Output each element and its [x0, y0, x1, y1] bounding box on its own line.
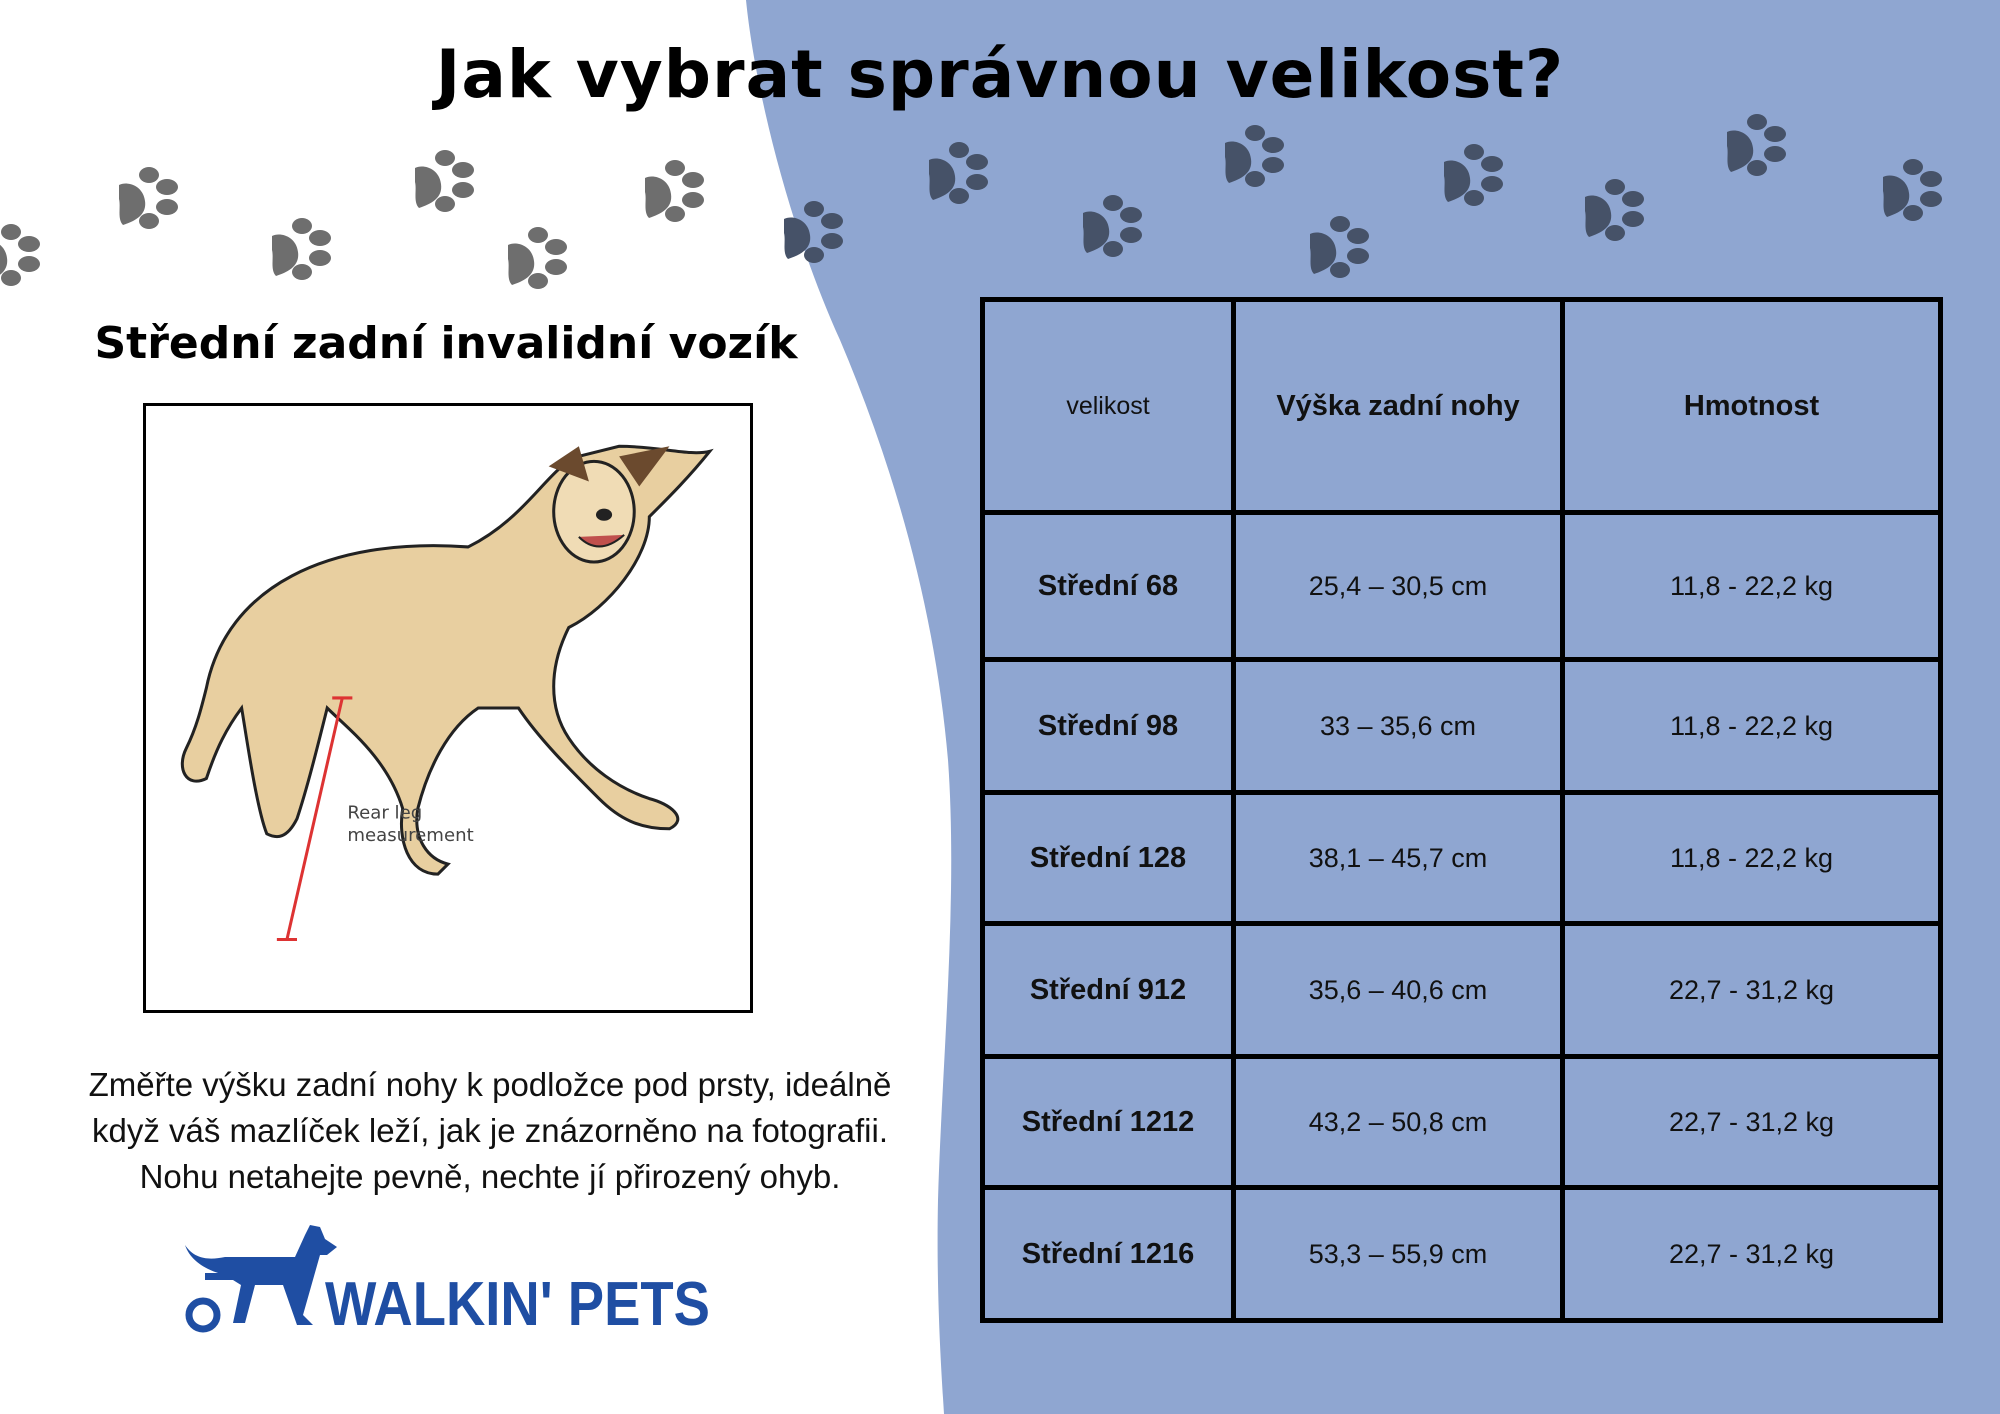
size-cell: Střední 128 — [980, 790, 1236, 926]
header-size: velikost — [980, 297, 1236, 515]
measurement-line — [285, 697, 344, 940]
paw-print-icon — [1585, 179, 1644, 241]
leg-height-cell: 43,2 – 50,8 cm — [1231, 1054, 1565, 1190]
paw-print-icon — [1083, 195, 1142, 257]
table-row: Střední 98 33 – 35,6 cm 11,8 - 22,2 kg — [980, 657, 1943, 795]
weight-cell: 22,7 - 31,2 kg — [1560, 921, 1943, 1059]
weight-cell: 11,8 - 22,2 kg — [1560, 510, 1943, 662]
size-cell: Střední 912 — [980, 921, 1236, 1059]
leg-height-cell: 53,3 – 55,9 cm — [1231, 1185, 1565, 1323]
weight-cell: 11,8 - 22,2 kg — [1560, 657, 1943, 795]
weight-cell: 22,7 - 31,2 kg — [1560, 1054, 1943, 1190]
walkin-pets-logo: WALKIN' PETS — [185, 1225, 710, 1337]
instruction-line: Nohu netahejte pevně, nechte jí přirozen… — [139, 1158, 841, 1195]
measurement-label: measurement — [347, 825, 473, 846]
leg-height-cell: 38,1 – 45,7 cm — [1231, 790, 1565, 926]
header-weight: Hmotnost — [1560, 297, 1943, 515]
paw-print-icon — [0, 224, 40, 286]
weight-cell: 22,7 - 31,2 kg — [1560, 1185, 1943, 1323]
table-row: Střední 912 35,6 – 40,6 cm 22,7 - 31,2 kg — [980, 921, 1943, 1059]
svg-text:WALKIN' PETS: WALKIN' PETS — [325, 1270, 710, 1337]
size-cell: Střední 1216 — [980, 1185, 1236, 1323]
instruction-line: když váš mazlíček leží, jak je znázorněn… — [91, 1112, 889, 1149]
leg-height-cell: 25,4 – 30,5 cm — [1231, 510, 1565, 662]
header-leg-height: Výška zadní nohy — [1231, 297, 1565, 515]
size-cell: Střední 1212 — [980, 1054, 1236, 1190]
paw-print-icon — [415, 150, 474, 212]
instructions-text: Změřte výšku zadní nohy k podložce pod p… — [40, 1062, 940, 1200]
table-row: Střední 128 38,1 – 45,7 cm 11,8 - 22,2 kg — [980, 790, 1943, 926]
table-row: Střední 1216 53,3 – 55,9 cm 22,7 - 31,2 kg — [980, 1185, 1943, 1323]
rear-leg-label: Rear leg — [347, 803, 422, 824]
dog-illustration — [180, 444, 714, 876]
page-title: Jak vybrat správnou velikost? — [435, 36, 1565, 113]
paw-print-icon — [1225, 125, 1284, 187]
dog-measurement-image: Rear leg measurement — [143, 403, 753, 1013]
table-row: Střední 68 25,4 – 30,5 cm 11,8 - 22,2 kg — [980, 510, 1943, 662]
paw-print-icon — [645, 160, 704, 222]
paw-print-icon — [1883, 159, 1942, 221]
instruction-line: Změřte výšku zadní nohy k podložce pod p… — [88, 1066, 892, 1103]
size-cell: Střední 98 — [980, 657, 1236, 795]
paw-print-icon — [1310, 216, 1369, 278]
size-cell: Střední 68 — [980, 510, 1236, 662]
paw-print-icon — [784, 201, 843, 263]
paw-print-icon — [1444, 144, 1503, 206]
weight-cell: 11,8 - 22,2 kg — [1560, 790, 1943, 926]
paw-print-icon — [272, 218, 331, 280]
product-subtitle: Střední zadní invalidní vozík — [94, 318, 798, 369]
leg-height-cell: 33 – 35,6 cm — [1231, 657, 1565, 795]
paw-print-icon — [119, 167, 178, 229]
leg-height-cell: 35,6 – 40,6 cm — [1231, 921, 1565, 1059]
paw-print-icon — [1727, 114, 1786, 176]
table-row: Střední 1212 43,2 – 50,8 cm 22,7 - 31,2 kg — [980, 1054, 1943, 1190]
paw-print-icon — [929, 142, 988, 204]
table-header-row: velikost Výška zadní nohy Hmotnost — [980, 297, 1943, 515]
paw-print-icon — [508, 227, 567, 289]
size-table: velikost Výška zadní nohy Hmotnost Střed… — [980, 297, 1943, 1323]
